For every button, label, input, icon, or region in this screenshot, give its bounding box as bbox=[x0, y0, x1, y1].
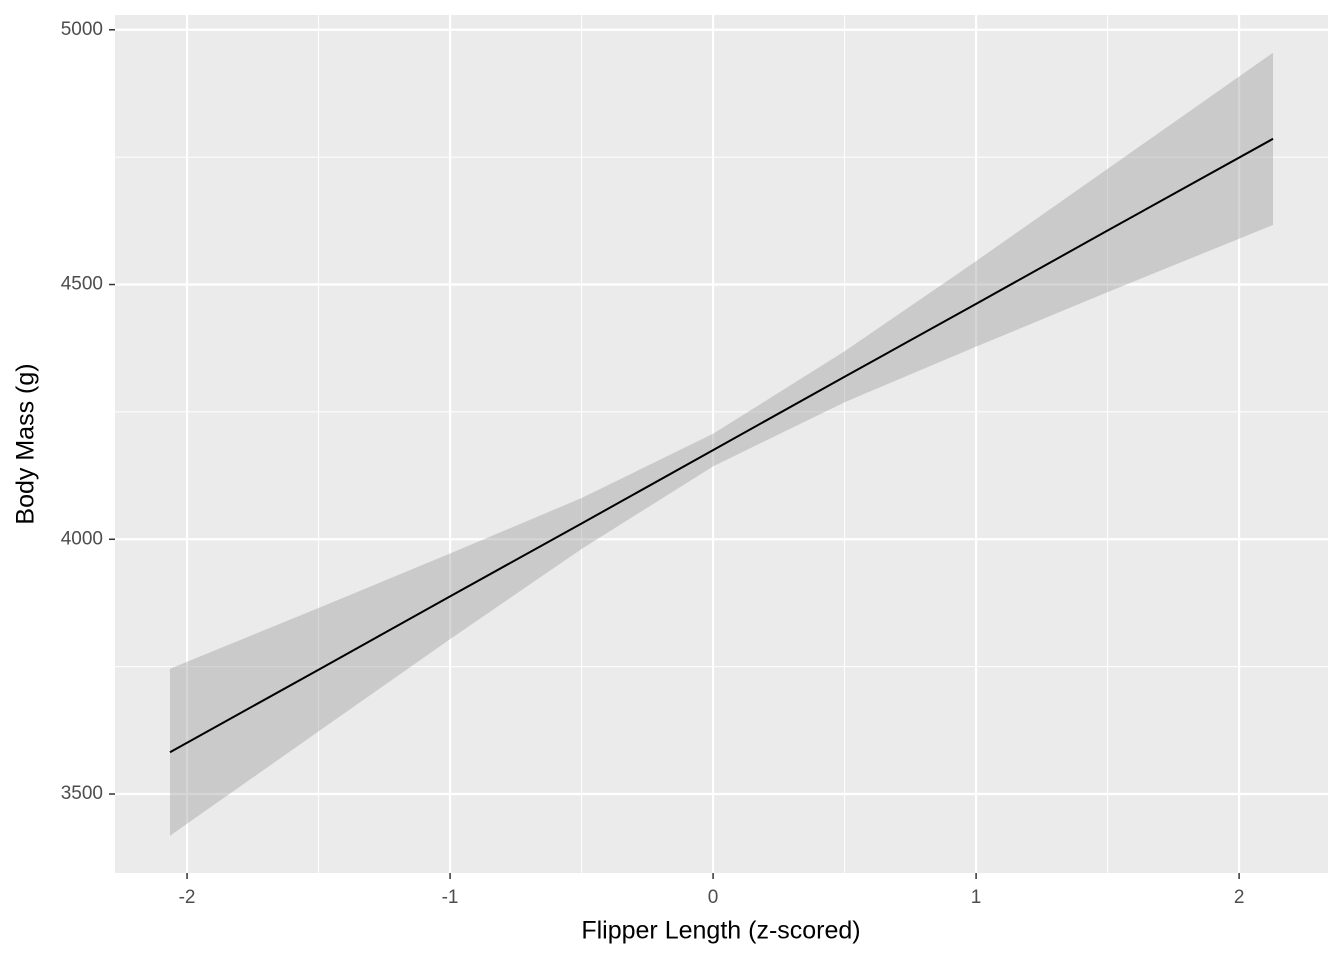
confidence-ribbon bbox=[169, 52, 1274, 836]
y-tick-label: 3500 bbox=[61, 783, 103, 804]
x-axis-title: Flipper Length (z-scored) bbox=[581, 917, 860, 945]
x-tick-label: 1 bbox=[971, 887, 982, 908]
y-tick-label: 4500 bbox=[61, 274, 103, 295]
x-tick-label: 2 bbox=[1234, 887, 1245, 908]
fit-line bbox=[169, 137, 1274, 754]
x-tick-label: -2 bbox=[179, 887, 196, 908]
x-tick-label: -1 bbox=[442, 887, 459, 908]
y-tick-label: 4000 bbox=[61, 528, 103, 549]
y-axis-title: Body Mass (g) bbox=[12, 363, 40, 524]
plot-panel bbox=[115, 15, 1328, 873]
x-tick-label: 0 bbox=[708, 887, 719, 908]
y-tick-label: 5000 bbox=[61, 19, 103, 40]
